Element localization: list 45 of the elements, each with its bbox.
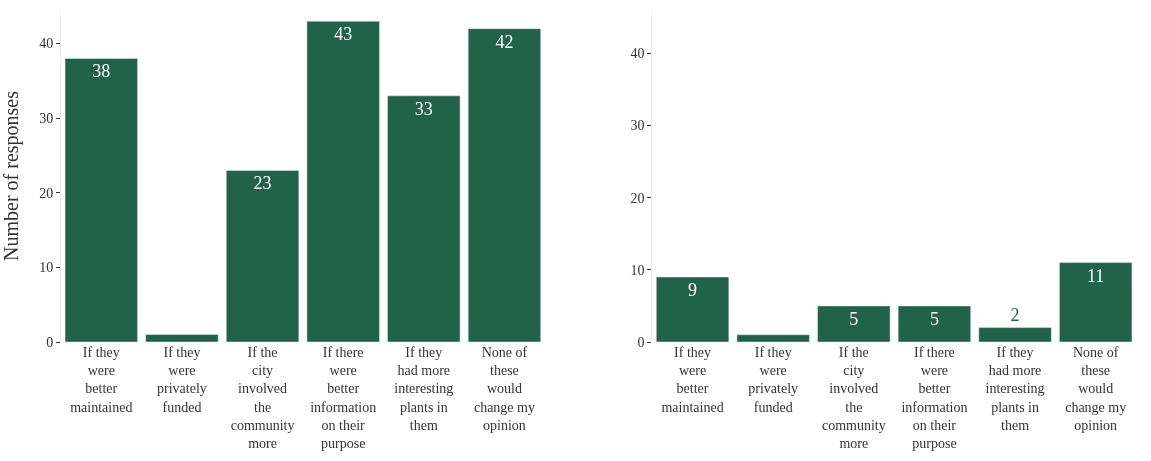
bar: [897, 305, 971, 342]
data-label: 42: [495, 31, 514, 52]
y-tick-label: 10: [39, 260, 54, 276]
x-tick-label: None of these would change my opinion: [1065, 345, 1127, 433]
data-label: 2: [1010, 304, 1020, 325]
data-label: 5: [849, 308, 859, 329]
y-tick-label: 40: [39, 36, 54, 52]
x-tick-label: If there were better information on their purpose: [310, 345, 377, 451]
x-tick-label: If the city involved the community more: [230, 345, 295, 451]
data-label: 33: [414, 98, 433, 119]
y-tick-label: 30: [630, 118, 645, 134]
x-tick-label: If they were better maintained: [70, 345, 133, 415]
y-tick-label: 30: [39, 111, 54, 127]
bar: [64, 58, 138, 342]
data-label: 38: [92, 61, 111, 82]
data-label: 9: [688, 280, 698, 301]
data-label: 5: [929, 308, 939, 329]
bar: [817, 305, 891, 342]
data-label: 23: [253, 173, 272, 194]
bar: [467, 28, 541, 342]
bar: [656, 276, 730, 342]
bar: [978, 327, 1052, 342]
y-tick-label: 0: [46, 334, 54, 350]
bar: [145, 334, 219, 342]
x-tick-label: If they had more interesting plants in them: [985, 345, 1045, 433]
x-tick-label: None of these would change my opinion: [473, 345, 535, 433]
y-tick-label: 20: [39, 185, 54, 201]
x-tick-label: If they had more interesting plants in them: [394, 345, 454, 433]
y-tick-label: 20: [630, 190, 645, 206]
x-tick-label: If there were better information on their purpose: [901, 345, 968, 451]
data-label: 43: [334, 24, 353, 45]
y-tick-label: 40: [630, 46, 645, 62]
bar: [226, 170, 300, 342]
x-tick-label: If they were privately funded: [157, 345, 207, 415]
data-label: 11: [1087, 265, 1105, 286]
bar: [736, 334, 810, 342]
bar: [306, 20, 380, 342]
y-tick-label: 10: [630, 262, 645, 278]
bar: [1059, 262, 1133, 342]
y-tick-label: 0: [637, 334, 645, 350]
x-tick-label: If they were better maintained: [661, 345, 724, 415]
bar: [387, 95, 461, 342]
x-tick-label: If they were privately funded: [748, 345, 799, 415]
y-axis-title: Number of responses: [0, 90, 23, 261]
x-tick-label: If the city involved the community more: [821, 345, 886, 451]
